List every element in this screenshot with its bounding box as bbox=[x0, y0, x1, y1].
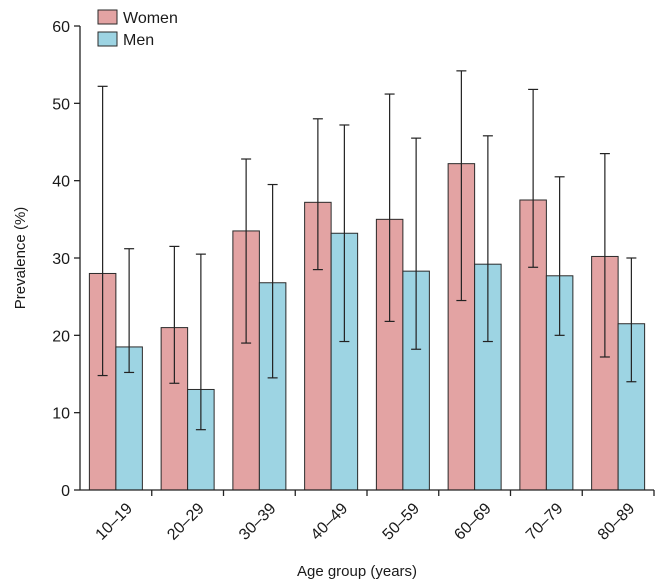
x-axis-title: Age group (years) bbox=[297, 563, 417, 579]
legend: Women Men bbox=[97, 9, 178, 49]
legend-swatch-women bbox=[97, 9, 118, 25]
y-tick-label: 50 bbox=[52, 96, 70, 113]
y-axis-title: Prevalence (%) bbox=[12, 207, 29, 310]
legend-label-women: Women bbox=[123, 10, 178, 27]
x-tick-label: 60–69 bbox=[451, 500, 495, 544]
y-tick-label: 10 bbox=[52, 406, 70, 423]
x-tick-label: 40–49 bbox=[308, 500, 352, 544]
x-tick-label: 50–59 bbox=[380, 500, 424, 544]
x-tick-label: 20–29 bbox=[164, 500, 208, 544]
legend-label-men: Men bbox=[123, 32, 154, 49]
y-tick-label: 30 bbox=[52, 251, 70, 268]
x-tick-label: 10–19 bbox=[93, 500, 137, 544]
x-tick-label: 70–79 bbox=[523, 500, 567, 544]
error-bars-layer bbox=[97, 70, 637, 431]
bars-layer bbox=[88, 163, 646, 491]
legend-swatch-men bbox=[97, 31, 118, 47]
x-tick-label: 80–89 bbox=[595, 500, 639, 544]
y-tick-label: 0 bbox=[61, 483, 70, 500]
y-tick-label: 20 bbox=[52, 328, 70, 345]
x-tick-label: 30–39 bbox=[236, 500, 280, 544]
y-tick-label: 60 bbox=[52, 19, 70, 36]
y-tick-label: 40 bbox=[52, 174, 70, 191]
